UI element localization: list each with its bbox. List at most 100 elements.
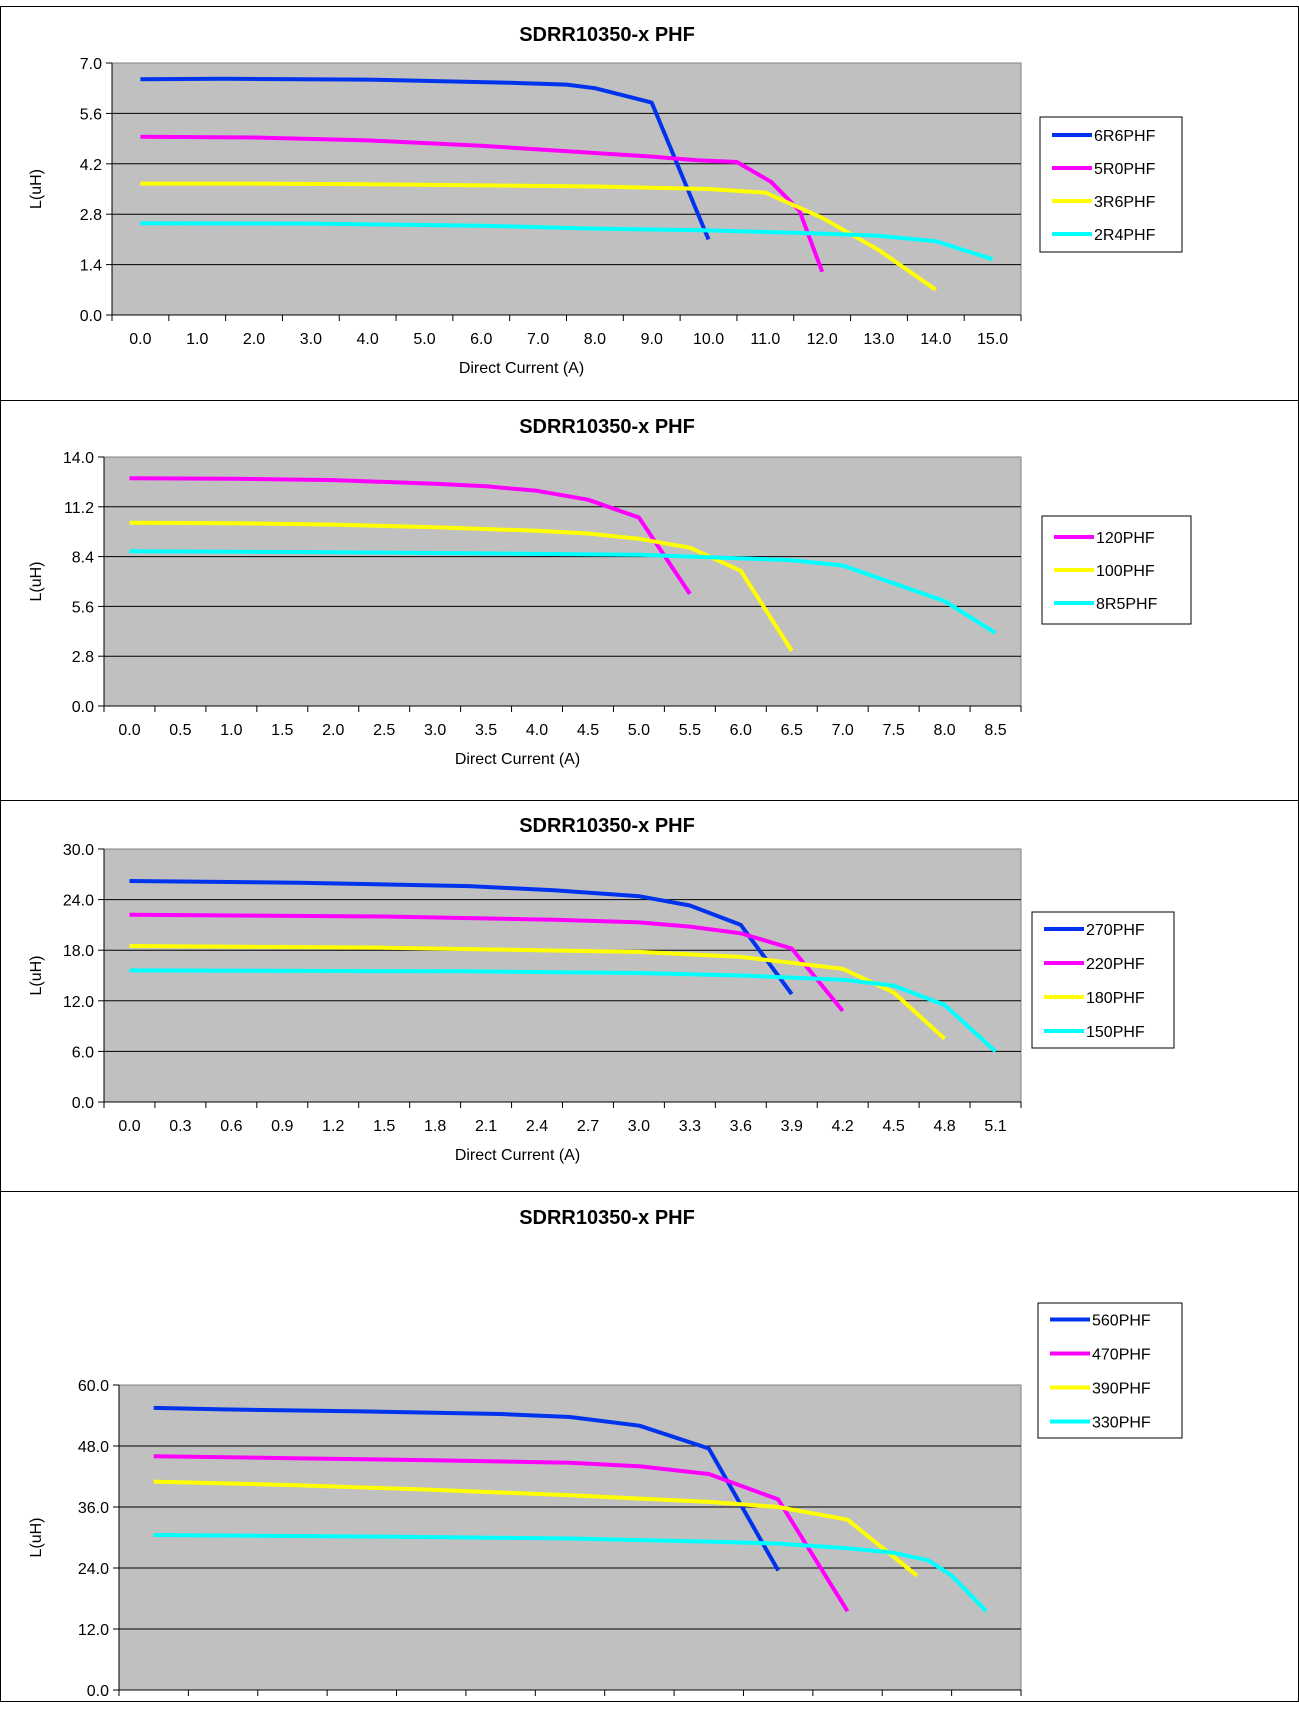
x-tick-label: 8.0 (584, 331, 606, 348)
x-tick-label: 5.1 (984, 1118, 1006, 1135)
x-tick-label: 0.0 (129, 331, 151, 348)
x-tick-label: 0.6 (220, 1118, 242, 1135)
x-tick-label: 2.0 (243, 331, 265, 348)
legend-label: 180PHF (1086, 990, 1145, 1007)
x-tick-label: 4.8 (933, 1118, 955, 1135)
x-tick-label: 0.9 (271, 1118, 293, 1135)
x-tick-label: 1.0 (220, 722, 242, 739)
legend-label: 120PHF (1096, 530, 1155, 547)
y-tick-label: 0.0 (80, 308, 102, 325)
y-tick-label: 12.0 (78, 1622, 109, 1639)
legend-label: 220PHF (1086, 956, 1145, 973)
y-tick-label: 5.6 (72, 599, 94, 616)
y-tick-label: 18.0 (63, 943, 94, 960)
legend-label: 270PHF (1086, 922, 1145, 939)
x-tick-label: 12.0 (807, 331, 838, 348)
series-line-330phf (153, 1533, 988, 1613)
y-tick-label: 12.0 (63, 994, 94, 1011)
x-tick-label: 1.5 (373, 1118, 395, 1135)
chart-panel-2: SDRR10350-x PHF 0.0 2.8 5.6 8.4 11.2 14.0 0.0 0.… (0, 400, 1299, 800)
x-tick-label: 1.5 (271, 722, 293, 739)
y-tick-label: 6.0 (72, 1044, 94, 1061)
series-line-180phf (129, 944, 946, 1041)
y-tick-label: 7.0 (80, 56, 102, 73)
x-tick-label: 5.0 (413, 331, 435, 348)
x-tick-label: 4.2 (832, 1118, 854, 1135)
chart-svg: SDRR10350-x PHF 0.0 2.8 5.6 8.4 11.2 14.0 0.0 0.… (28, 416, 1192, 768)
x-tick-label: 2.4 (526, 1118, 548, 1135)
series-line-6r6phf (140, 76, 711, 241)
legend-label: 6R6PHF (1094, 128, 1156, 145)
legend-label: 8R5PHF (1096, 596, 1158, 613)
x-tick-label: 5.0 (628, 722, 650, 739)
series-line-150phf (129, 968, 997, 1053)
x-tick-label: 3.5 (475, 722, 497, 739)
y-axis-label: L(uH) (28, 561, 45, 601)
y-tick-label: 36.0 (78, 1500, 109, 1517)
chart-title: SDRR10350-x PHF (519, 416, 695, 438)
x-tick-label: 4.0 (526, 722, 548, 739)
y-tick-label: 60.0 (78, 1378, 109, 1395)
x-tick-label: 7.5 (883, 722, 905, 739)
series-line-8r5phf (129, 549, 997, 635)
x-tick-label: 2.1 (475, 1118, 497, 1135)
legend (1041, 515, 1192, 625)
y-tick-label: 2.8 (80, 207, 102, 224)
y-tick-label: 0.0 (72, 699, 94, 716)
x-tick-label: 0.3 (169, 1118, 191, 1135)
y-tick-label: 24.0 (63, 893, 94, 910)
y-tick-label: 2.8 (72, 649, 94, 666)
x-tick-label: 2.5 (373, 722, 395, 739)
x-tick-label: 6.0 (470, 331, 492, 348)
chart-panel-3: SDRR10350-x PHF 0.0 6.0 12.0 18.0 24.0 30.0 0.0… (0, 800, 1299, 1191)
legend-label: 5R0PHF (1094, 161, 1156, 178)
x-tick-label: 5.5 (679, 722, 701, 739)
x-tick-label: 6.5 (781, 722, 803, 739)
x-tick-label: 3.6 (730, 1118, 752, 1135)
x-tick-label: 1.0 (186, 331, 208, 348)
y-tick-label: 48.0 (78, 1439, 109, 1456)
x-axis-label: Direct Current (A) (455, 1147, 580, 1164)
x-tick-label: 9.0 (641, 331, 663, 348)
x-tick-label: 0.5 (169, 722, 191, 739)
legend (1031, 911, 1175, 1049)
y-tick-label: 24.0 (78, 1561, 109, 1578)
series-line-270phf (129, 879, 794, 996)
x-tick-label: 13.0 (863, 331, 894, 348)
legend (1037, 1302, 1183, 1439)
legend-label: 560PHF (1092, 1313, 1151, 1330)
plot-area (103, 848, 1022, 1103)
chart-title: SDRR10350-x PHF (519, 815, 695, 837)
plot-area (111, 62, 1022, 316)
x-tick-label: 0.0 (118, 722, 140, 739)
y-tick-label: 0.0 (87, 1683, 109, 1700)
legend-label: 2R4PHF (1094, 227, 1156, 244)
x-tick-label: 14.0 (920, 331, 951, 348)
legend-label: 3R6PHF (1094, 194, 1156, 211)
series-line-2r4phf (140, 221, 994, 262)
legend-label: 150PHF (1086, 1024, 1145, 1041)
chart-svg: SDRR10350-x PHF 0.0 6.0 12.0 18.0 24.0 30.0 0.0… (28, 815, 1175, 1164)
series-line-560phf (153, 1405, 780, 1572)
x-tick-label: 2.0 (322, 722, 344, 739)
y-tick-label: 4.2 (80, 157, 102, 174)
y-tick-label: 0.0 (72, 1095, 94, 1112)
x-tick-label: 3.9 (781, 1118, 803, 1135)
series-line-390phf (153, 1479, 919, 1578)
chart-panel-4: SDRR10350-x PHF0.012.024.036.048.060.00.… (0, 1191, 1299, 1702)
x-tick-label: 7.0 (832, 722, 854, 739)
y-tick-label: 1.4 (80, 258, 102, 275)
x-tick-label: 0.0 (118, 1118, 140, 1135)
chart-title: SDRR10350-x PHF (519, 1207, 695, 1229)
plot-area (103, 456, 1022, 707)
legend-label: 100PHF (1096, 563, 1155, 580)
x-tick-label: 3.0 (424, 722, 446, 739)
x-tick-label: 8.5 (984, 722, 1006, 739)
chart-svg: SDRR10350-x PHF 0.0 1.4 2.8 4.2 5.6 7.0 0.0 1.0 2… (28, 24, 1183, 377)
y-tick-label: 30.0 (63, 842, 94, 859)
series-line-5r0phf (140, 134, 825, 273)
x-tick-label: 11.0 (750, 331, 780, 348)
series-line-470phf (153, 1454, 850, 1613)
chart-panel-1: SDRR10350-x PHF 0.0 1.4 2.8 4.2 5.6 7.0 0.0 1.0 2… (0, 6, 1299, 400)
legend (1039, 116, 1183, 253)
